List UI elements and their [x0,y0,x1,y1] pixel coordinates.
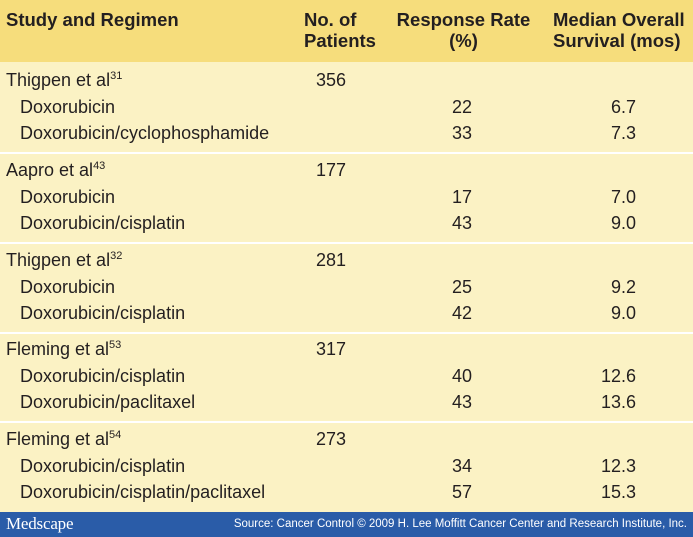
median-survival: 7.0 [610,187,636,207]
response-rate: 40 [451,366,472,386]
regimen-name: Doxorubicin [20,97,116,117]
study-name: Thigpen et al32 [6,250,123,270]
response-rate: 33 [451,123,472,143]
median-survival: 6.7 [610,97,636,117]
study-reference: 53 [109,339,122,351]
study-row: Thigpen et al32 281 [0,247,693,273]
study-group: Aapro et al43 177 Doxorubicin 17 7.0 Dox… [0,153,693,243]
patient-count: 177 [316,160,347,180]
response-rate: 57 [451,482,472,502]
patient-count: 281 [316,250,347,270]
regimen-name: Doxorubicin/paclitaxel [20,392,196,412]
header-response-rate: Response Rate (%) [396,9,531,51]
regimen-row: Doxorubicin/cisplatin 40 12.6 [0,363,693,389]
regimen-row: Doxorubicin 17 7.0 [0,184,693,210]
regimen-name: Doxorubicin/cisplatin [20,366,186,386]
median-survival: 12.6 [600,366,636,386]
regimen-row: Doxorubicin/cisplatin 43 9.0 [0,210,693,236]
row-divider [0,332,693,334]
study-reference: 32 [110,250,123,262]
regimen-name: Doxorubicin [20,277,116,297]
study-name: Thigpen et al31 [6,70,123,90]
study-group: Fleming et al54 273 Doxorubicin/cisplati… [0,422,693,512]
footer-bar: Medscape Source: Cancer Control © 2009 H… [0,512,693,537]
median-survival: 12.3 [600,456,636,476]
regimen-row: Doxorubicin/cisplatin 42 9.0 [0,300,693,326]
median-survival: 9.0 [610,303,636,323]
medscape-logo: Medscape [6,514,74,533]
regimen-name: Doxorubicin [20,187,116,207]
patient-count: 317 [316,339,347,359]
median-survival: 7.3 [610,123,636,143]
header-median-survival: Median Overall Survival (mos) [553,9,685,51]
response-rate: 17 [451,187,472,207]
median-survival: 9.0 [610,213,636,233]
header-study-regimen: Study and Regimen [6,9,179,30]
regimen-row: Doxorubicin/cisplatin/paclitaxel 57 15.3 [0,479,693,505]
study-row: Fleming et al53 317 [0,336,693,362]
patient-count: 273 [316,429,347,449]
study-name: Aapro et al43 [6,160,106,180]
regimen-row: Doxorubicin/cisplatin 34 12.3 [0,453,693,479]
response-rate: 25 [451,277,472,297]
study-reference: 54 [109,429,122,441]
response-rate: 34 [451,456,472,476]
regimen-row: Doxorubicin/paclitaxel 43 13.6 [0,389,693,415]
response-rate: 43 [451,213,472,233]
regimen-row: Doxorubicin 22 6.7 [0,94,693,120]
study-row: Thigpen et al31 356 [0,67,693,93]
regimen-name: Doxorubicin/cisplatin [20,213,186,233]
study-reference: 43 [93,160,106,172]
study-name: Fleming et al53 [6,339,122,359]
table-header: Study and Regimen No. of Patients Respon… [0,0,693,62]
study-group: Thigpen et al31 356 Doxorubicin 22 6.7 D… [0,63,693,153]
regimen-name: Doxorubicin/cyclophosphamide [20,123,270,143]
median-survival: 9.2 [610,277,636,297]
median-survival: 13.6 [600,392,636,412]
study-group: Thigpen et al32 281 Doxorubicin 25 9.2 D… [0,243,693,333]
row-divider [0,152,693,154]
regimen-row: Doxorubicin 25 9.2 [0,274,693,300]
response-rate: 42 [451,303,472,323]
median-survival: 15.3 [600,482,636,502]
patient-count: 356 [316,70,347,90]
regimen-name: Doxorubicin/cisplatin [20,303,186,323]
study-row: Aapro et al43 177 [0,157,693,183]
study-reference: 31 [110,70,123,82]
trial-results-table: Study and Regimen No. of Patients Respon… [0,0,693,512]
response-rate: 43 [451,392,472,412]
header-patients: No. of Patients [304,9,376,51]
study-name: Fleming et al54 [6,429,122,449]
row-divider [0,242,693,244]
response-rate: 22 [451,97,472,117]
regimen-name: Doxorubicin/cisplatin/paclitaxel [20,482,266,502]
regimen-name: Doxorubicin/cisplatin [20,456,186,476]
study-group: Fleming et al53 317 Doxorubicin/cisplati… [0,332,693,422]
source-credit: Source: Cancer Control © 2009 H. Lee Mof… [233,518,687,530]
regimen-row: Doxorubicin/cyclophosphamide 33 7.3 [0,120,693,146]
study-row: Fleming et al54 273 [0,426,693,452]
row-divider [0,421,693,423]
